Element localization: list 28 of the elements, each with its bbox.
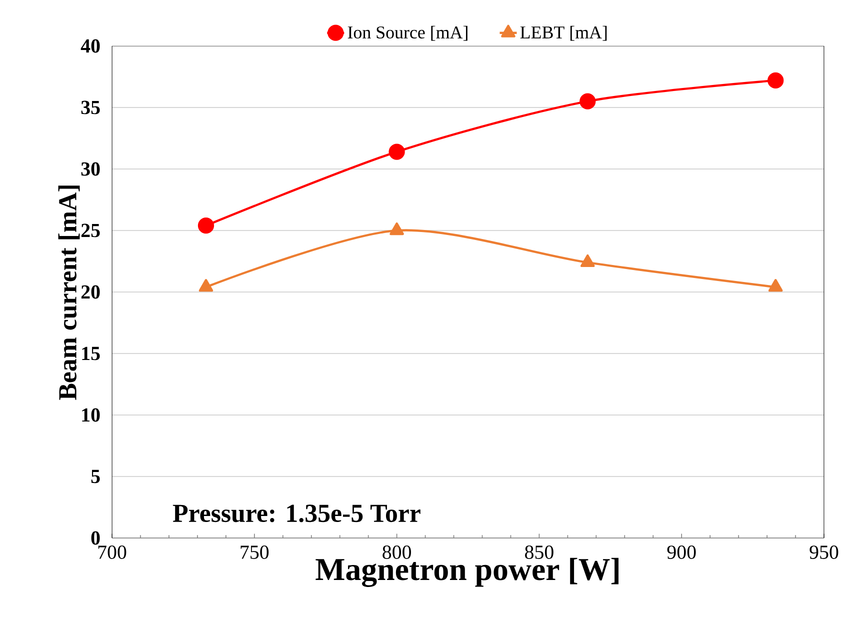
point (388, 144, 405, 160)
y-axis-title: Beam current [mA] (58, 186, 80, 400)
y-tick-label: 35 (81, 100, 100, 114)
point (768, 72, 784, 89)
y-tick-label: 40 (80, 39, 100, 53)
point (198, 218, 214, 234)
annotation: Pressure: 1.35e-5 Torr (172, 504, 420, 522)
point (768, 279, 783, 292)
legend-label: Ion Source [mA] (348, 26, 468, 41)
y-tick-label: 25 (81, 224, 100, 238)
x-tick-label: 950 (810, 546, 838, 559)
x-tick-label: 750 (240, 546, 269, 559)
y-tick-label: 10 (82, 408, 100, 422)
point (580, 93, 596, 110)
y-tick-label: 20 (81, 285, 100, 299)
point (390, 222, 404, 236)
x-tick-label: 850 (525, 546, 554, 559)
x-tick-label: 900 (667, 546, 696, 559)
legend-label: LEBT [mA] (520, 26, 607, 41)
point (198, 279, 214, 292)
x-axis-title: Magnetron power [W] (316, 558, 618, 587)
x-tick-label: 700 (98, 546, 126, 559)
y-tick-label: 5 (91, 470, 100, 484)
y-tick-label: 15 (82, 346, 100, 360)
y-tick-label: 30 (81, 162, 100, 176)
point (580, 254, 595, 268)
y-tick-label: 0 (91, 531, 100, 545)
x-tick-label: 800 (382, 546, 411, 559)
